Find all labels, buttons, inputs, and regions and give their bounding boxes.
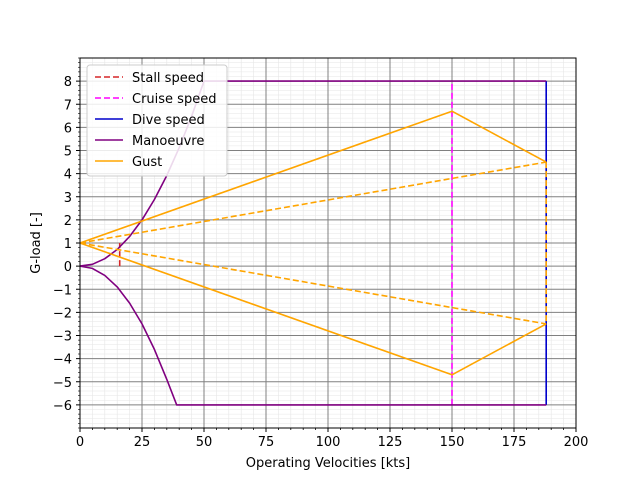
- y-tick-label: 3: [64, 191, 72, 206]
- y-tick-label: −2: [53, 306, 72, 321]
- y-tick-label: 5: [64, 145, 72, 160]
- legend-label-stall-speed: Stall speed: [132, 71, 204, 86]
- x-axis-label: Operating Velocities [kts]: [246, 456, 411, 471]
- y-tick-label: −1: [53, 283, 72, 298]
- x-axis-ticks: 0 25 50 75 100 125 150 175 200: [76, 428, 589, 450]
- x-tick-label: 200: [564, 435, 589, 450]
- x-tick-label: 125: [378, 435, 403, 450]
- y-tick-label: 1: [64, 237, 72, 252]
- legend: Stall speed Cruise speed Dive speed Manoeuv…: [86, 64, 228, 177]
- y-tick-label: 4: [64, 168, 72, 183]
- manoeuvre-line: [79, 265, 547, 406]
- x-tick-label: 175: [502, 435, 527, 450]
- legend-label-gust: Gust: [132, 155, 162, 170]
- y-tick-label: −4: [53, 353, 72, 368]
- y-tick-label: 7: [64, 98, 72, 113]
- x-tick-label: 150: [440, 435, 465, 450]
- x-tick-label: 25: [134, 435, 151, 450]
- y-tick-label: 2: [64, 214, 72, 229]
- x-tick-label: 75: [258, 435, 275, 450]
- legend-label-manoeuvre: Manoeuvre: [132, 134, 204, 149]
- y-tick-label: 8: [64, 75, 72, 90]
- legend-label-cruise-speed: Cruise speed: [132, 92, 216, 107]
- y-tick-label: 6: [64, 121, 72, 136]
- y-tick-label: −6: [53, 399, 72, 414]
- x-tick-label: 100: [316, 435, 341, 450]
- y-tick-label: −5: [53, 376, 72, 391]
- x-tick-label: 50: [196, 435, 213, 450]
- gust-line: [79, 242, 547, 325]
- y-axis-label: G-load [-]: [29, 212, 44, 274]
- legend-box: [86, 64, 228, 177]
- y-tick-label: 0: [64, 260, 72, 275]
- y-tick-label: −3: [53, 330, 72, 345]
- gust-line: [79, 110, 547, 244]
- x-tick-label: 0: [76, 435, 84, 450]
- legend-label-dive-speed: Dive speed: [132, 113, 205, 128]
- gust-line: [79, 161, 547, 244]
- plot-area-lines: [79, 80, 547, 406]
- gust-line: [79, 242, 547, 376]
- y-axis-ticks: −6 −5 −4 −3 −2 −1 0 1 2 3 4 5 6 7 8: [53, 57, 80, 429]
